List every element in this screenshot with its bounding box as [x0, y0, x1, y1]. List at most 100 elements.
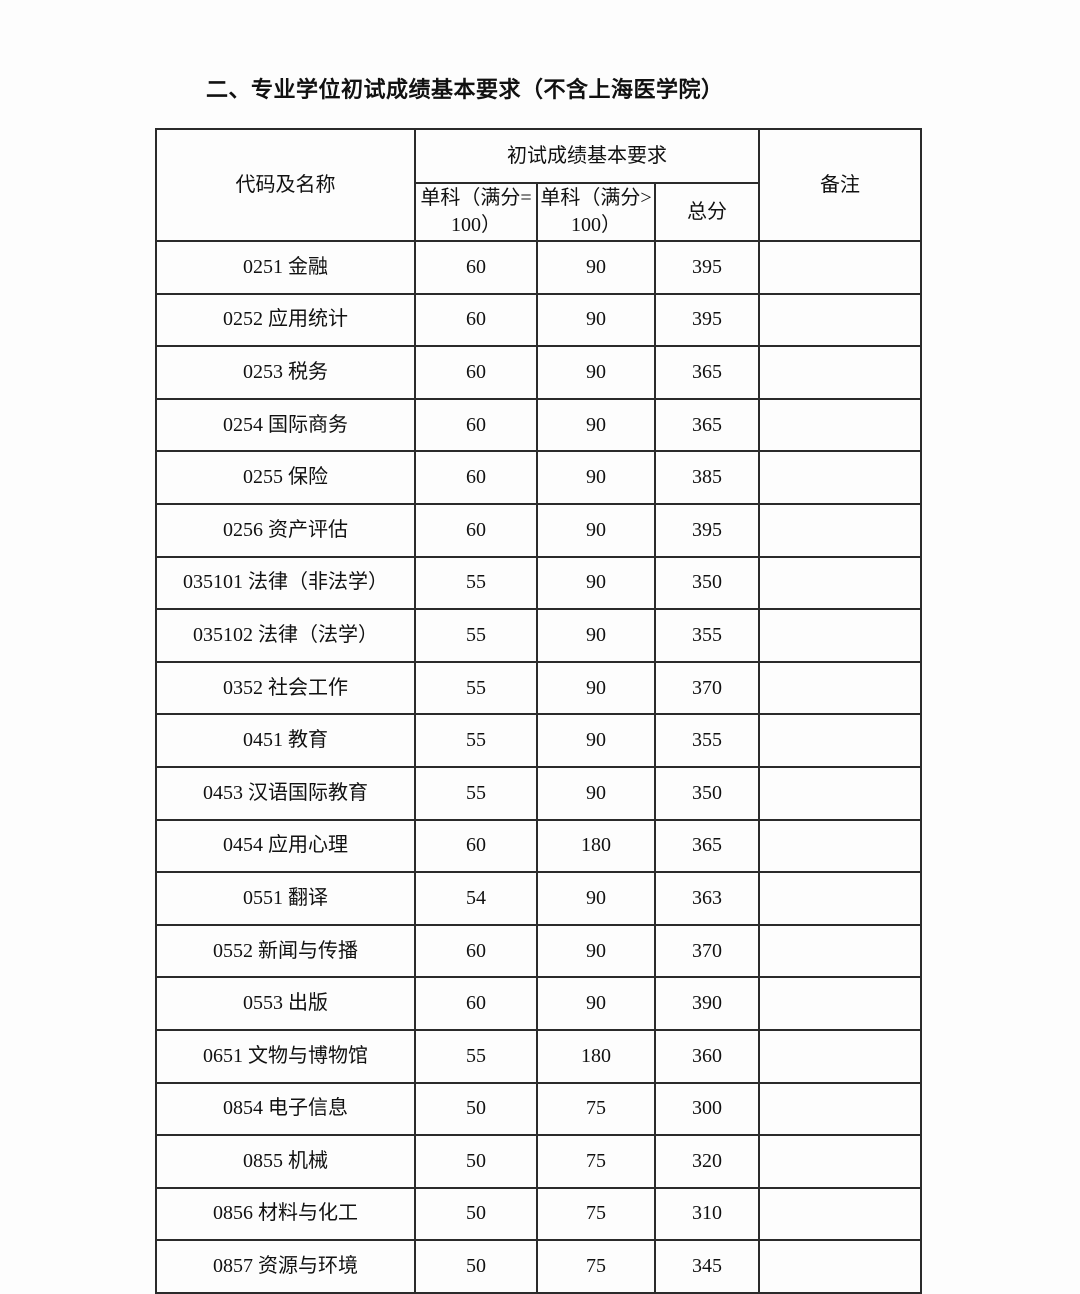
table-row: 0552 新闻与传播 60 90 370: [155, 923, 922, 979]
total-score-cell: 385: [654, 450, 760, 505]
table-row: 0251 金融 60 90 395: [155, 240, 922, 295]
total-score-cell: 355: [654, 608, 760, 663]
table-row: 0254 国际商务 60 90 365: [155, 397, 922, 453]
table-row: 0252 应用统计 60 90 395: [155, 292, 922, 348]
program-name-cell: 035102 法律（法学）: [155, 608, 416, 663]
table-row: 0855 机械 50 75 320: [155, 1134, 922, 1189]
score-single-over-100-cell: 90: [536, 923, 656, 979]
table-row: 0255 保险 60 90 385: [155, 450, 922, 505]
note-cell: [758, 818, 922, 874]
total-score-cell: 370: [654, 923, 760, 979]
total-score-cell: 370: [654, 660, 760, 716]
program-name-cell: 035101 法律（非法学）: [155, 555, 416, 611]
score-single-over-100-cell: 90: [536, 765, 656, 821]
total-score-cell: 300: [654, 1081, 760, 1137]
score-single-100-cell: 60: [414, 818, 538, 874]
score-single-over-100-cell: 75: [536, 1134, 656, 1189]
table-row: 0453 汉语国际教育 55 90 350: [155, 765, 922, 821]
program-name-cell: 0256 资产评估: [155, 502, 416, 558]
note-cell: [758, 1134, 922, 1189]
header-note: 备注: [758, 128, 922, 242]
score-single-over-100-cell: 90: [536, 397, 656, 453]
note-cell: [758, 608, 922, 663]
score-single-over-100-cell: 90: [536, 871, 656, 926]
score-single-100-cell: 54: [414, 871, 538, 926]
note-cell: [758, 1239, 922, 1294]
total-score-cell: 355: [654, 713, 760, 768]
program-name-cell: 0454 应用心理: [155, 818, 416, 874]
total-score-cell: 320: [654, 1134, 760, 1189]
score-single-over-100-cell: 180: [536, 1028, 656, 1084]
score-single-100-cell: 60: [414, 923, 538, 979]
score-single-100-cell: 50: [414, 1134, 538, 1189]
score-single-100-cell: 60: [414, 240, 538, 295]
total-score-cell: 310: [654, 1186, 760, 1242]
program-name-cell: 0254 国际商务: [155, 397, 416, 453]
total-score-cell: 365: [654, 818, 760, 874]
program-name-cell: 0253 税务: [155, 345, 416, 400]
total-score-cell: 395: [654, 240, 760, 295]
score-single-100-cell: 55: [414, 713, 538, 768]
score-single-over-100-cell: 75: [536, 1081, 656, 1137]
total-score-cell: 350: [654, 555, 760, 611]
score-single-over-100-cell: 90: [536, 660, 656, 716]
score-single-100-cell: 55: [414, 765, 538, 821]
table-row: 035102 法律（法学） 55 90 355: [155, 608, 922, 663]
score-single-over-100-cell: 90: [536, 555, 656, 611]
program-name-cell: 0651 文物与博物馆: [155, 1028, 416, 1084]
note-cell: [758, 397, 922, 453]
score-single-100-cell: 60: [414, 502, 538, 558]
total-score-cell: 395: [654, 292, 760, 348]
score-single-100-cell: 60: [414, 976, 538, 1031]
score-single-100-cell: 55: [414, 1028, 538, 1084]
note-cell: [758, 555, 922, 611]
note-cell: [758, 765, 922, 821]
score-single-over-100-cell: 90: [536, 345, 656, 400]
note-cell: [758, 450, 922, 505]
note-cell: [758, 976, 922, 1031]
note-cell: [758, 660, 922, 716]
score-single-over-100-cell: 75: [536, 1186, 656, 1242]
table-header: 代码及名称 初试成绩基本要求 备注 单科（满分=100） 单科（满分>100） …: [155, 128, 922, 242]
total-score-cell: 363: [654, 871, 760, 926]
score-single-100-cell: 60: [414, 292, 538, 348]
score-single-100-cell: 55: [414, 555, 538, 611]
note-cell: [758, 923, 922, 979]
note-cell: [758, 1186, 922, 1242]
table-row: 0856 材料与化工 50 75 310: [155, 1186, 922, 1242]
note-cell: [758, 502, 922, 558]
score-single-100-cell: 60: [414, 450, 538, 505]
table-row: 0651 文物与博物馆 55 180 360: [155, 1028, 922, 1084]
table-row: 0451 教育 55 90 355: [155, 713, 922, 768]
table-row: 0553 出版 60 90 390: [155, 976, 922, 1031]
table-row: 0854 电子信息 50 75 300: [155, 1081, 922, 1137]
header-group-requirements: 初试成绩基本要求: [414, 128, 760, 184]
program-name-cell: 0855 机械: [155, 1134, 416, 1189]
table-row: 0551 翻译 54 90 363: [155, 871, 922, 926]
score-single-over-100-cell: 90: [536, 976, 656, 1031]
score-single-over-100-cell: 90: [536, 608, 656, 663]
note-cell: [758, 345, 922, 400]
total-score-cell: 390: [654, 976, 760, 1031]
score-single-over-100-cell: 90: [536, 502, 656, 558]
header-code-name: 代码及名称: [155, 128, 416, 242]
score-single-100-cell: 50: [414, 1186, 538, 1242]
header-single-over-100: 单科（满分>100）: [536, 182, 656, 242]
total-score-cell: 360: [654, 1028, 760, 1084]
header-row-2: 单科（满分=100） 单科（满分>100） 总分: [156, 182, 921, 242]
program-name-cell: 0255 保险: [155, 450, 416, 505]
header-single-full-100: 单科（满分=100）: [414, 182, 538, 242]
note-cell: [758, 871, 922, 926]
program-name-cell: 0856 材料与化工: [155, 1186, 416, 1242]
program-name-cell: 0553 出版: [155, 976, 416, 1031]
program-name-cell: 0251 金融: [155, 240, 416, 295]
header-row-1: 代码及名称 初试成绩基本要求 备注: [155, 128, 922, 242]
program-name-cell: 0551 翻译: [155, 871, 416, 926]
score-single-100-cell: 55: [414, 660, 538, 716]
table-row: 0256 资产评估 60 90 395: [155, 502, 922, 558]
score-single-over-100-cell: 75: [536, 1239, 656, 1294]
program-name-cell: 0552 新闻与传播: [155, 923, 416, 979]
note-cell: [758, 1028, 922, 1084]
total-score-cell: 395: [654, 502, 760, 558]
program-name-cell: 0854 电子信息: [155, 1081, 416, 1137]
